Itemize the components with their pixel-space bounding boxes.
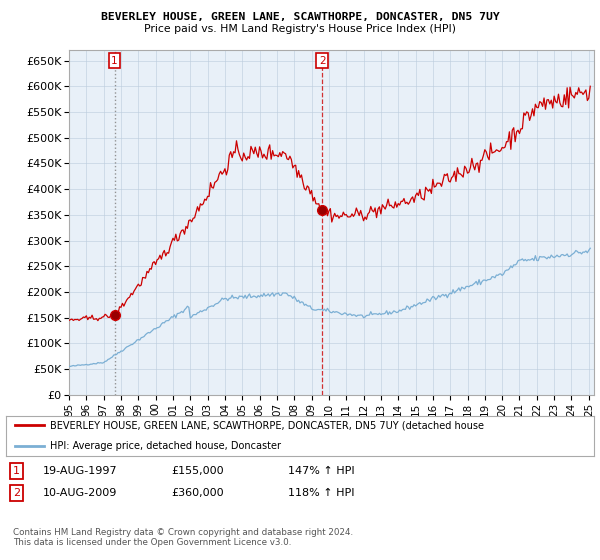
Text: HPI: Average price, detached house, Doncaster: HPI: Average price, detached house, Donc… <box>50 441 281 451</box>
Text: 1: 1 <box>13 466 20 476</box>
Text: 118% ↑ HPI: 118% ↑ HPI <box>288 488 355 498</box>
Text: 19-AUG-1997: 19-AUG-1997 <box>43 466 118 476</box>
Text: BEVERLEY HOUSE, GREEN LANE, SCAWTHORPE, DONCASTER, DN5 7UY (detached house: BEVERLEY HOUSE, GREEN LANE, SCAWTHORPE, … <box>50 421 484 431</box>
Text: 2: 2 <box>319 55 326 66</box>
Text: £155,000: £155,000 <box>171 466 224 476</box>
Text: Price paid vs. HM Land Registry's House Price Index (HPI): Price paid vs. HM Land Registry's House … <box>144 24 456 34</box>
Text: 1: 1 <box>111 55 118 66</box>
Text: 10-AUG-2009: 10-AUG-2009 <box>43 488 118 498</box>
Text: 2: 2 <box>13 488 20 498</box>
Text: Contains HM Land Registry data © Crown copyright and database right 2024.
This d: Contains HM Land Registry data © Crown c… <box>13 528 353 547</box>
Text: £360,000: £360,000 <box>171 488 224 498</box>
Text: 147% ↑ HPI: 147% ↑ HPI <box>288 466 355 476</box>
Text: BEVERLEY HOUSE, GREEN LANE, SCAWTHORPE, DONCASTER, DN5 7UY: BEVERLEY HOUSE, GREEN LANE, SCAWTHORPE, … <box>101 12 499 22</box>
